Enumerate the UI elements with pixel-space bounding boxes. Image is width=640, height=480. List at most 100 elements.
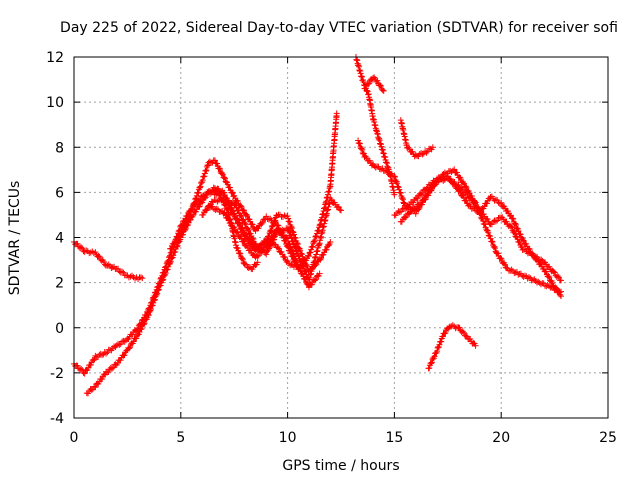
data-point bbox=[206, 187, 213, 194]
data-point bbox=[97, 350, 104, 357]
data-point bbox=[92, 352, 99, 359]
data-point bbox=[249, 221, 256, 228]
data-point bbox=[397, 190, 404, 197]
data-point bbox=[88, 386, 95, 393]
data-point bbox=[224, 215, 231, 222]
data-point bbox=[197, 183, 204, 190]
y-tick-label: 8 bbox=[55, 140, 64, 156]
data-point bbox=[363, 155, 370, 162]
data-point bbox=[234, 197, 241, 204]
data-point bbox=[229, 189, 236, 196]
data-point bbox=[525, 245, 532, 252]
data-point bbox=[234, 245, 241, 252]
data-point bbox=[231, 210, 238, 217]
data-point bbox=[550, 268, 557, 275]
data-point bbox=[468, 205, 475, 212]
data-point bbox=[226, 202, 233, 209]
data-point bbox=[288, 245, 295, 252]
data-point bbox=[174, 242, 181, 249]
data-point bbox=[234, 216, 241, 223]
data-point bbox=[222, 211, 229, 218]
data-point bbox=[239, 256, 246, 263]
data-point bbox=[211, 188, 218, 195]
data-point bbox=[221, 175, 228, 182]
data-point bbox=[462, 183, 469, 190]
data-point bbox=[300, 256, 307, 263]
data-point bbox=[293, 256, 300, 263]
data-point bbox=[255, 252, 262, 259]
data-point bbox=[313, 261, 320, 268]
data-point bbox=[453, 169, 460, 176]
data-point bbox=[200, 211, 207, 218]
data-point bbox=[515, 228, 522, 235]
data-point bbox=[521, 272, 528, 279]
data-point bbox=[447, 176, 454, 183]
data-point bbox=[167, 258, 174, 265]
data-point bbox=[120, 337, 127, 344]
data-point bbox=[374, 77, 381, 84]
data-point bbox=[498, 255, 505, 262]
data-point bbox=[471, 198, 478, 205]
data-point bbox=[456, 174, 463, 181]
x-tick-label: 10 bbox=[279, 430, 297, 446]
data-point bbox=[333, 110, 340, 117]
data-point bbox=[508, 266, 515, 273]
data-point bbox=[488, 238, 495, 245]
data-point bbox=[546, 263, 553, 270]
data-point bbox=[254, 253, 261, 260]
data-point bbox=[242, 221, 249, 228]
data-point bbox=[491, 243, 498, 250]
data-point bbox=[382, 168, 389, 175]
data-point bbox=[309, 244, 316, 251]
data-point bbox=[429, 144, 436, 151]
data-point bbox=[224, 181, 231, 188]
data-point bbox=[238, 213, 245, 220]
data-point bbox=[328, 196, 335, 203]
data-point bbox=[254, 259, 261, 266]
data-point bbox=[503, 218, 510, 225]
data-point bbox=[160, 276, 167, 283]
data-point bbox=[355, 137, 362, 144]
data-point bbox=[396, 186, 403, 193]
data-point bbox=[235, 207, 242, 214]
data-point bbox=[287, 232, 294, 239]
data-point bbox=[237, 221, 244, 228]
data-point bbox=[537, 281, 544, 288]
series-arc-11 bbox=[397, 166, 565, 296]
data-point bbox=[494, 250, 501, 257]
data-point bbox=[205, 162, 212, 169]
data-point bbox=[399, 196, 406, 203]
data-point bbox=[229, 190, 236, 197]
data-point bbox=[416, 201, 423, 208]
data-point bbox=[165, 263, 172, 270]
data-point bbox=[412, 210, 419, 217]
data-point bbox=[227, 219, 234, 226]
data-point bbox=[543, 268, 550, 275]
data-point bbox=[428, 359, 435, 366]
data-point bbox=[299, 251, 306, 258]
y-tick-label: 0 bbox=[55, 321, 64, 337]
data-point bbox=[108, 265, 115, 272]
data-point bbox=[192, 196, 199, 203]
y-tick-labels: -4 -2 0 2 4 6 8 10 12 bbox=[46, 50, 64, 427]
data-point bbox=[460, 329, 467, 336]
data-point bbox=[78, 366, 85, 373]
data-point bbox=[423, 149, 430, 156]
data-point bbox=[119, 268, 126, 275]
data-point bbox=[466, 189, 473, 196]
data-point bbox=[247, 236, 254, 243]
data-point bbox=[391, 173, 398, 180]
data-point bbox=[299, 253, 306, 260]
data-point bbox=[463, 184, 470, 191]
data-point bbox=[476, 210, 483, 217]
data-point bbox=[485, 229, 492, 236]
data-point bbox=[434, 344, 441, 351]
data-point bbox=[255, 244, 262, 251]
data-point bbox=[526, 246, 533, 253]
data-point bbox=[494, 197, 501, 204]
data-point bbox=[394, 180, 401, 187]
data-point bbox=[534, 254, 541, 261]
data-point bbox=[426, 365, 433, 372]
data-point bbox=[511, 228, 518, 235]
